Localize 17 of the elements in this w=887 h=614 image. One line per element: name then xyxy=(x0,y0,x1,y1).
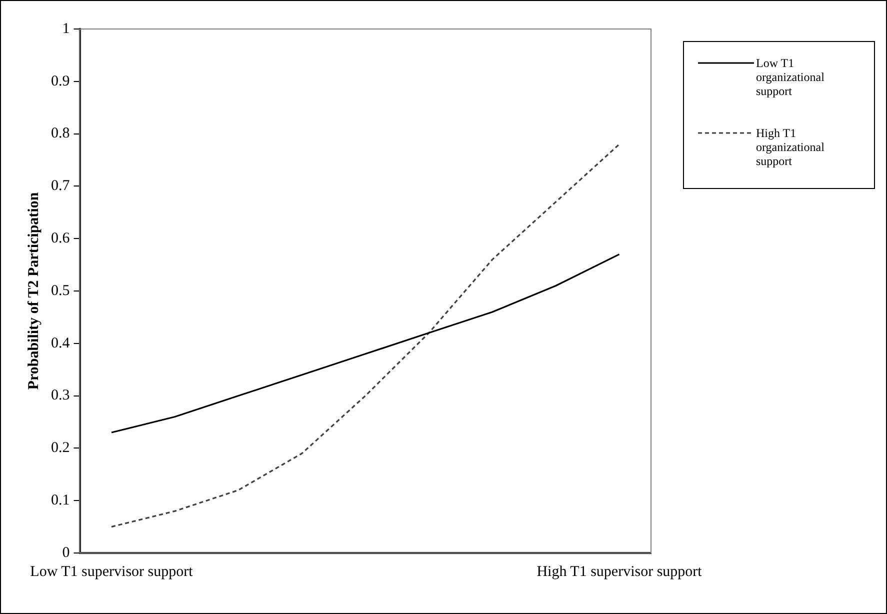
x-tick-label: High T1 supervisor support xyxy=(536,564,703,580)
y-tick-label: 0.8 xyxy=(51,126,70,142)
x-tick-label: Low T1 supervisor support xyxy=(30,564,194,580)
y-axis-title: Probability of T2 Participation xyxy=(26,192,42,390)
y-tick-label: 0.1 xyxy=(51,492,70,509)
y-tick-label: 0.5 xyxy=(51,282,70,299)
legend-label: High T1 organizational support xyxy=(756,126,826,168)
y-tick-label: 0.2 xyxy=(51,440,70,456)
y-tick-label: 0.9 xyxy=(51,73,70,90)
legend-label: Low T1 organizational support xyxy=(756,56,826,98)
y-tick-label: 0 xyxy=(62,544,70,561)
y-tick-label: 0.7 xyxy=(51,178,70,194)
line-series xyxy=(110,143,620,528)
y-tick-label: 0.6 xyxy=(51,230,70,247)
y-tick-label: 0.3 xyxy=(51,388,70,404)
y-tick-label: 1 xyxy=(62,20,70,37)
y-tick-label: 0.4 xyxy=(51,335,70,352)
